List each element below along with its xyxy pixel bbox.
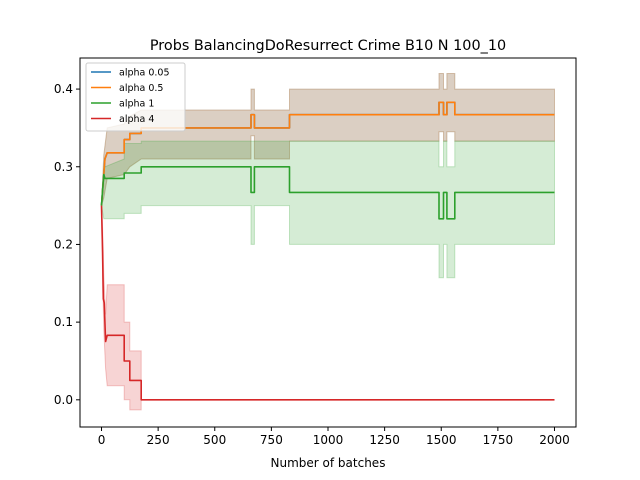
x-axis-label: Number of batches — [271, 456, 386, 470]
y-axis: 0.0 0.1 0.2 0.3 0.4 — [54, 82, 80, 407]
legend-label-1: alpha 0.5 — [119, 83, 163, 94]
x-tick-label: 1250 — [369, 433, 400, 447]
x-tick-label: 500 — [203, 433, 226, 447]
x-tick-label: 1000 — [313, 433, 344, 447]
x-axis: 0 250 500 750 1000 1250 1500 1750 2000 — [98, 427, 570, 447]
series-line-1 — [100, 101, 555, 206]
legend: alpha 0.05 alpha 0.5 alpha 1 alpha 4 — [85, 62, 186, 132]
x-tick-label: 0 — [98, 433, 106, 447]
x-tick-label: 1750 — [483, 433, 514, 447]
series-line-2 — [100, 166, 555, 220]
series-line-3 — [100, 205, 555, 401]
band-2 — [100, 140, 555, 279]
plot-area — [100, 73, 555, 411]
x-tick-label: 1500 — [426, 433, 457, 447]
x-tick-label: 2000 — [539, 433, 570, 447]
y-tick-label: 0.3 — [54, 160, 73, 174]
legend-label-0: alpha 0.05 — [119, 68, 170, 79]
y-tick-label: 0.4 — [54, 82, 73, 96]
x-tick-label: 250 — [147, 433, 170, 447]
x-tick-label: 750 — [260, 433, 283, 447]
y-tick-label: 0.2 — [54, 237, 73, 251]
band-3 — [101, 205, 555, 411]
y-tick-label: 0.0 — [54, 393, 73, 407]
y-tick-label: 0.1 — [54, 315, 73, 329]
legend-label-3: alpha 4 — [119, 114, 154, 125]
legend-label-2: alpha 1 — [119, 99, 154, 110]
legend-box — [85, 62, 186, 132]
chart-title: Probs BalancingDoResurrect Crime B10 N 1… — [150, 38, 506, 54]
